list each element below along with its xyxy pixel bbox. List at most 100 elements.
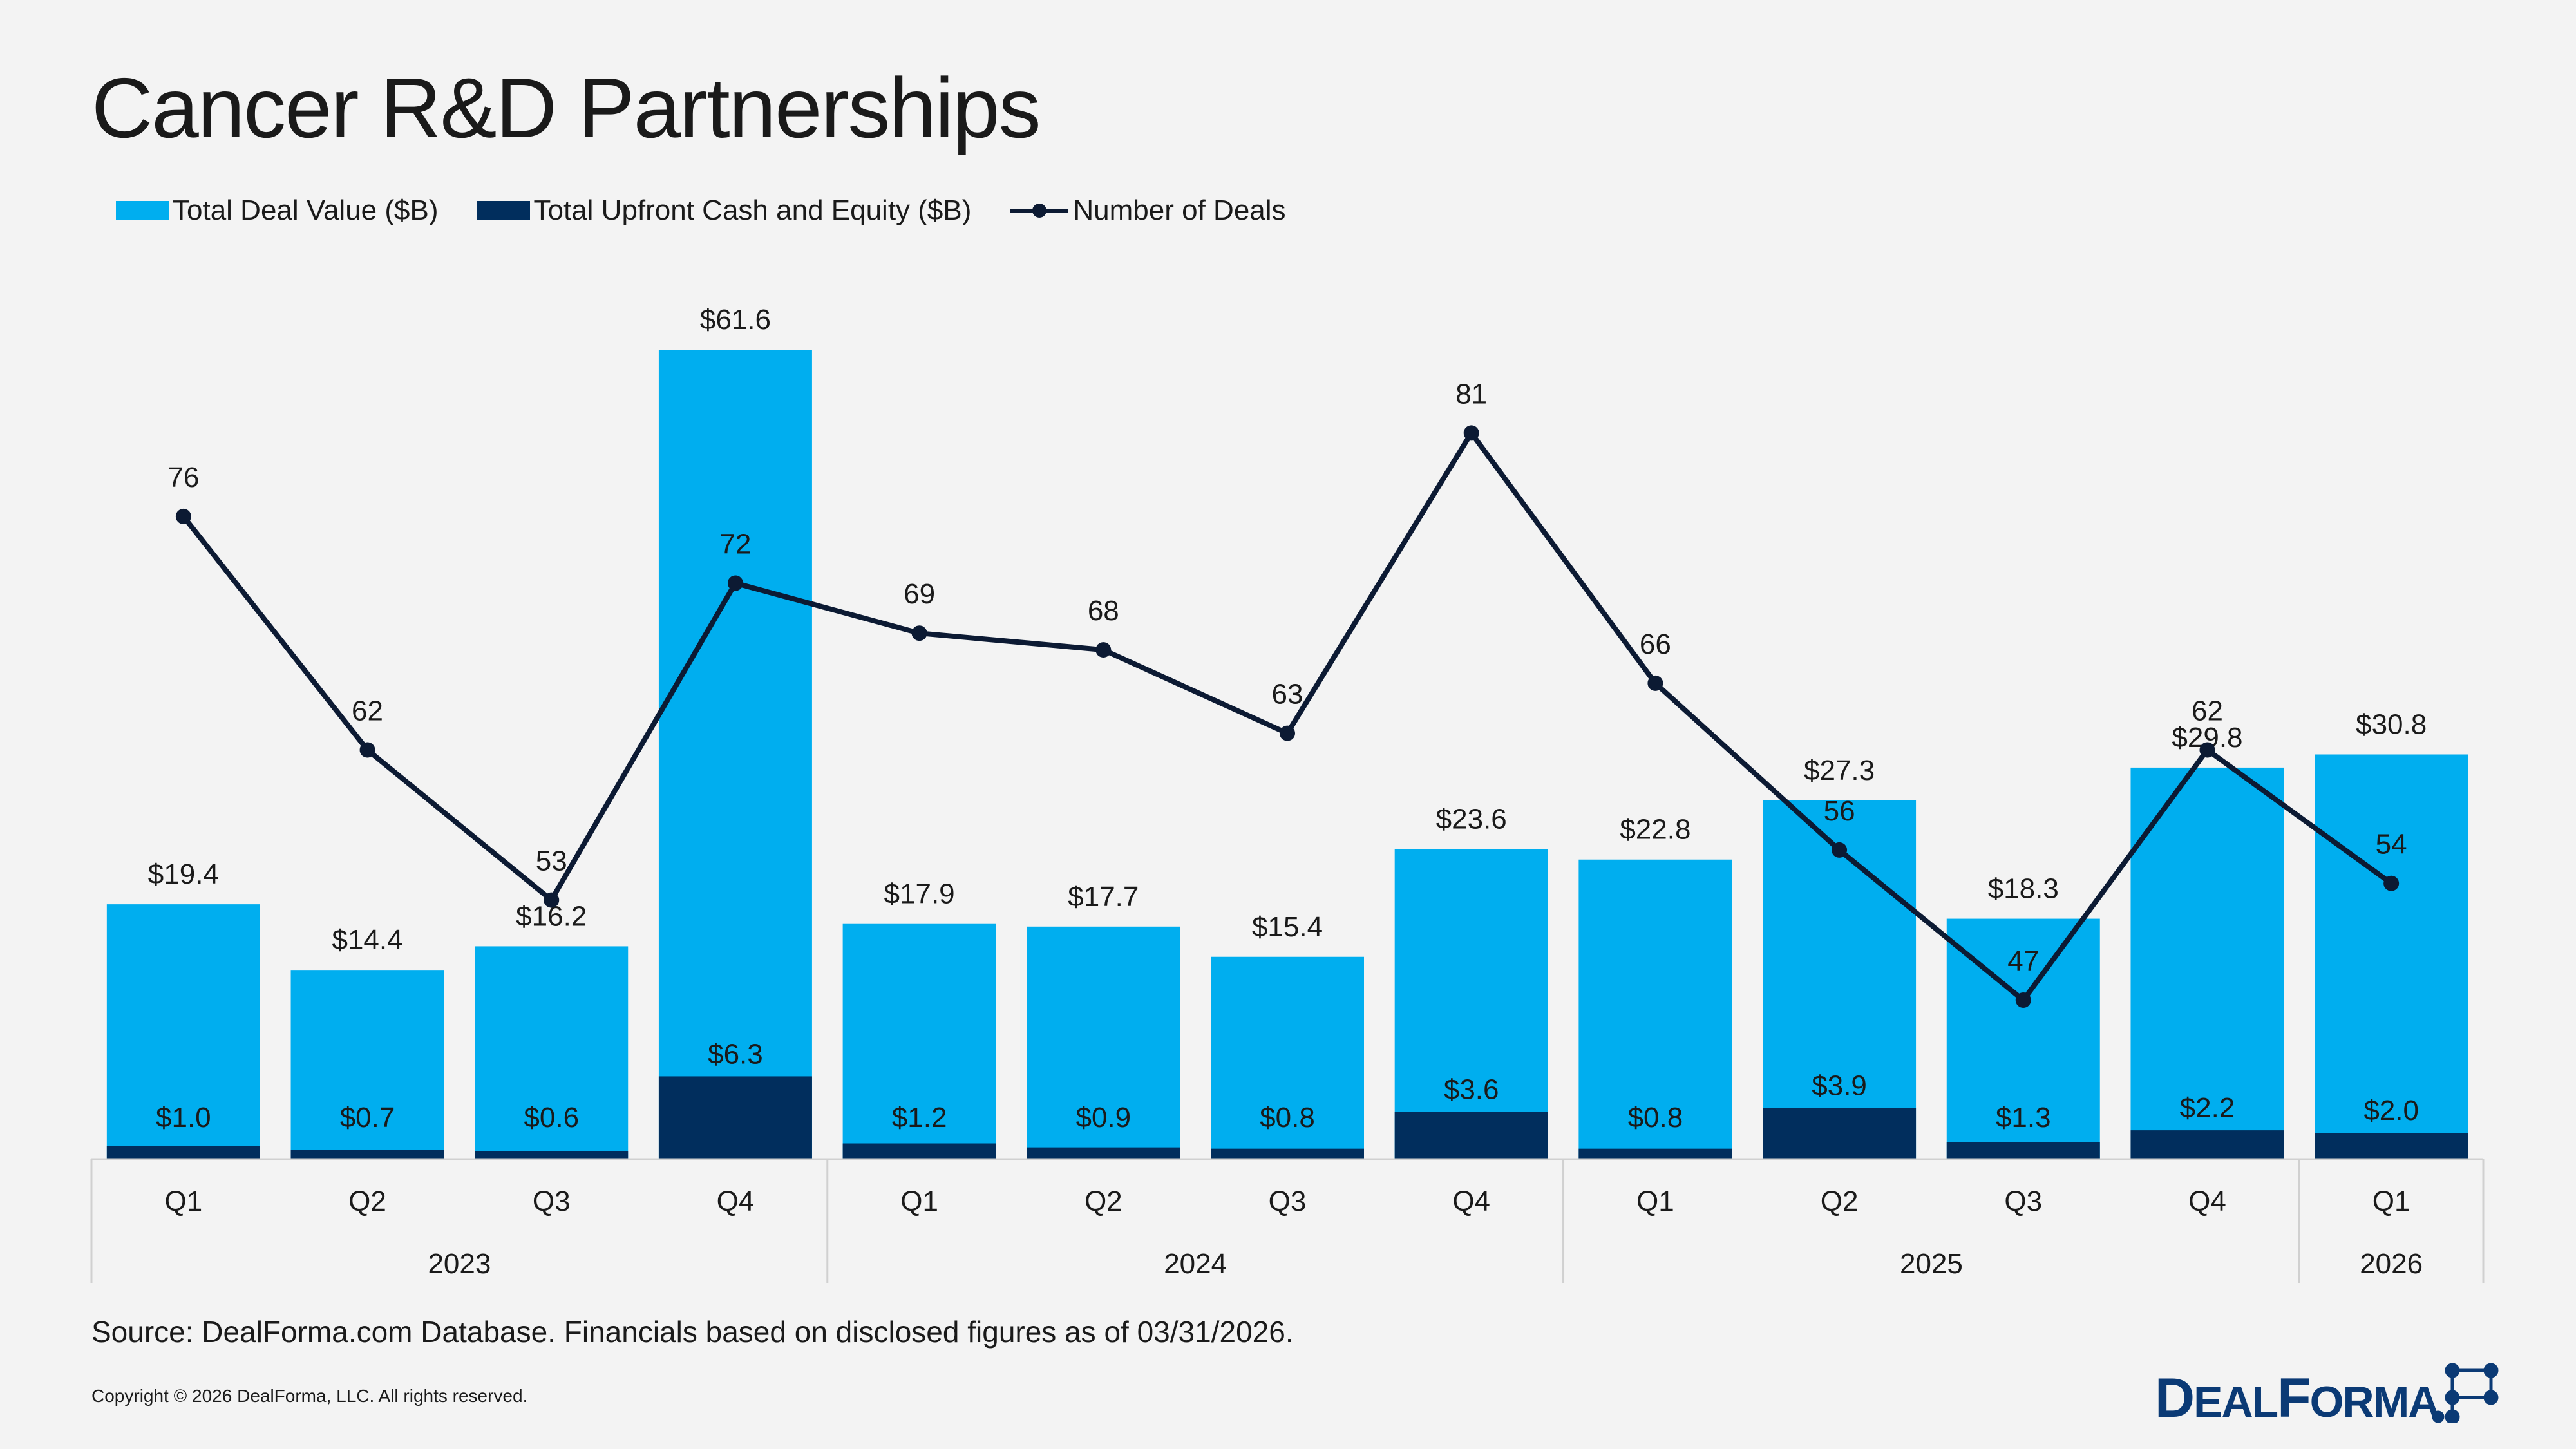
data-label-deals: 53	[536, 846, 567, 877]
bar-total-deal-value	[290, 970, 444, 1159]
x-axis-year-label: 2025	[1900, 1248, 1963, 1280]
bar-upfront	[290, 1150, 444, 1159]
data-label-upfront: $0.9	[1075, 1102, 1131, 1133]
logo-wordmark: DEALFORMA	[2155, 1367, 2439, 1423]
data-label-total: $22.8	[1620, 814, 1690, 846]
data-label-upfront: $3.9	[1812, 1070, 1867, 1101]
data-label-upfront: $1.2	[892, 1102, 947, 1133]
x-axis-tick-label: Q1	[2372, 1186, 2410, 1217]
bar-upfront	[1211, 1148, 1364, 1159]
point-number-of-deals	[2383, 875, 2400, 891]
point-number-of-deals	[544, 892, 560, 908]
data-label-deals: 47	[2007, 945, 2039, 977]
bar-upfront	[2315, 1133, 2468, 1159]
data-label-total: $15.4	[1252, 911, 1323, 943]
legend-upfront: Total Upfront Cash and Equity ($B)	[477, 194, 972, 227]
data-label-upfront: $3.6	[1444, 1074, 1499, 1106]
x-axis-tick-label: Q2	[348, 1186, 386, 1217]
bar-total-deal-value	[658, 350, 812, 1159]
bar-upfront	[658, 1076, 812, 1159]
bar-total-deal-value	[106, 904, 260, 1159]
point-number-of-deals	[1832, 842, 1848, 858]
x-axis-tick-label: Q1	[164, 1186, 202, 1217]
point-number-of-deals	[1647, 675, 1663, 691]
bar-total-deal-value	[842, 923, 996, 1159]
data-label-upfront: $0.7	[340, 1102, 395, 1133]
bar-upfront	[106, 1146, 260, 1159]
point-number-of-deals	[911, 625, 927, 641]
x-axis-tick-label: Q4	[2188, 1186, 2226, 1217]
data-label-upfront: $0.8	[1260, 1102, 1315, 1133]
bar-total-deal-value	[1394, 849, 1548, 1159]
point-number-of-deals	[1280, 725, 1295, 741]
point-number-of-deals	[2015, 992, 2031, 1008]
x-axis-tick-label: Q1	[1636, 1186, 1674, 1217]
bar-total-deal-value	[1211, 956, 1364, 1159]
data-label-deals: 68	[1088, 595, 1119, 627]
source-note: Source: DealForma.com Database. Financia…	[91, 1315, 1294, 1349]
legend-label-total: Total Deal Value ($B)	[173, 194, 439, 226]
data-label-deals: 66	[1640, 629, 1671, 660]
chart-title: Cancer R&D Partnerships	[91, 61, 1041, 155]
bar-upfront	[1763, 1108, 1917, 1159]
bar-upfront	[842, 1143, 996, 1159]
x-axis-tick-label: Q1	[900, 1186, 938, 1217]
point-number-of-deals	[1463, 425, 1479, 441]
data-label-total: $19.4	[148, 858, 219, 890]
bar-upfront	[2130, 1130, 2284, 1159]
data-label-total: $18.3	[1988, 873, 2059, 905]
x-axis-year-label: 2024	[1164, 1248, 1227, 1280]
data-label-deals: 69	[904, 578, 935, 610]
bar-upfront	[475, 1151, 629, 1159]
bar-upfront	[1394, 1112, 1548, 1159]
data-label-total: $17.9	[884, 878, 955, 910]
data-label-total: $61.6	[700, 304, 771, 336]
bar-total-deal-value	[1027, 926, 1180, 1159]
data-label-upfront: $2.2	[2180, 1092, 2235, 1124]
data-label-deals: 62	[2192, 696, 2223, 727]
bar-total-deal-value	[2315, 754, 2468, 1159]
legend-label-upfront: Total Upfront Cash and Equity ($B)	[533, 194, 972, 226]
bar-total-deal-value	[475, 946, 629, 1159]
data-label-deals: 72	[719, 529, 751, 560]
x-axis-tick-label: Q3	[533, 1186, 571, 1217]
bar-total-deal-value	[2130, 767, 2284, 1159]
x-axis-tick-label: Q4	[717, 1186, 755, 1217]
legend-total-deal-value: Total Deal Value ($B)	[116, 194, 439, 227]
data-label-upfront: $0.6	[524, 1102, 579, 1133]
data-label-upfront: $6.3	[708, 1038, 763, 1070]
point-number-of-deals	[2199, 742, 2215, 758]
bar-upfront	[1027, 1147, 1180, 1159]
chart-legend: Total Deal Value ($B) Total Upfront Cash…	[116, 188, 1325, 233]
data-label-upfront: $2.0	[2363, 1095, 2419, 1126]
legend-swatch-upfront	[477, 201, 530, 220]
data-label-total: $23.6	[1436, 803, 1507, 835]
data-label-total: $30.8	[2356, 709, 2427, 741]
x-axis-tick-label: Q3	[1269, 1186, 1307, 1217]
data-label-deals: 76	[167, 462, 199, 493]
data-label-upfront: $1.0	[156, 1102, 211, 1133]
data-label-deals: 56	[1824, 795, 1855, 827]
x-axis-year-label: 2026	[2360, 1248, 2423, 1280]
x-axis-tick-label: Q3	[2004, 1186, 2042, 1217]
legend-swatch-total	[116, 201, 169, 220]
legend-swatch-deals	[1010, 204, 1068, 218]
x-axis-year-label: 2023	[428, 1248, 491, 1280]
bar-upfront	[1578, 1148, 1732, 1159]
data-label-deals: 54	[2376, 829, 2407, 860]
x-axis-tick-label: Q2	[1084, 1186, 1122, 1217]
point-number-of-deals	[175, 508, 191, 524]
data-label-deals: 62	[352, 696, 383, 727]
x-axis-tick-label: Q4	[1452, 1186, 1490, 1217]
data-label-total: $27.3	[1804, 755, 1875, 786]
legend-number-of-deals: Number of Deals	[1010, 194, 1286, 227]
copyright-note: Copyright © 2026 DealForma, LLC. All rig…	[91, 1386, 528, 1406]
bar-total-deal-value	[1763, 800, 1917, 1159]
data-label-upfront: $1.3	[1996, 1102, 2051, 1133]
x-axis-tick-label: Q2	[1821, 1186, 1859, 1217]
data-label-upfront: $0.8	[1628, 1102, 1683, 1133]
point-number-of-deals	[727, 575, 743, 591]
bar-upfront	[1946, 1142, 2100, 1159]
bar-total-deal-value	[1578, 859, 1732, 1159]
